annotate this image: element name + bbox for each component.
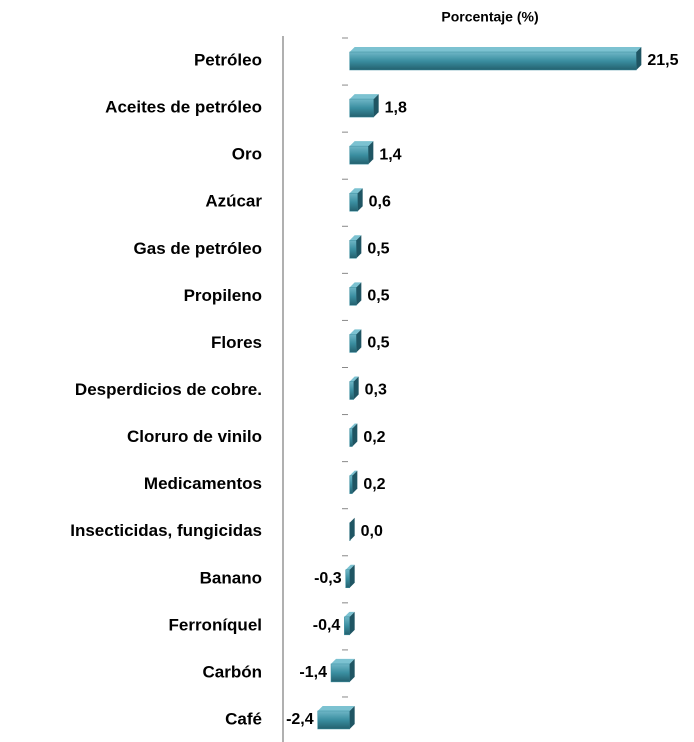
bar-side — [349, 517, 355, 541]
chart-title: Porcentaje (%) — [441, 9, 538, 25]
bar — [349, 192, 358, 212]
bar-top — [349, 235, 362, 241]
value-label: 0,5 — [367, 288, 389, 305]
y-tick-label: Aceites de petróleo — [105, 98, 262, 117]
value-label: 21,5 — [647, 52, 678, 69]
bar-side — [349, 705, 355, 729]
value-label: 0,5 — [367, 335, 389, 352]
bar — [349, 287, 357, 306]
bar — [349, 381, 354, 400]
bar-side — [356, 329, 362, 353]
bar-top — [344, 611, 355, 617]
bar-top — [349, 329, 362, 335]
bar — [349, 240, 357, 259]
bar-side — [356, 282, 362, 306]
bar-top — [349, 141, 374, 147]
bar — [349, 475, 353, 494]
y-tick-label: Medicamentos — [144, 474, 262, 493]
bar-top — [349, 423, 358, 429]
value-label: -0,4 — [313, 617, 341, 634]
bar-top — [349, 282, 362, 288]
bar-side — [349, 611, 355, 635]
bar-side — [356, 235, 362, 259]
bar-top — [349, 376, 359, 382]
bar-top — [349, 94, 379, 100]
bar-side — [368, 141, 374, 165]
bar — [349, 334, 357, 353]
bar-side — [636, 47, 642, 70]
bar — [349, 145, 369, 165]
y-tick-label: Propileno — [184, 286, 262, 305]
value-label: 0,0 — [361, 523, 383, 540]
y-tick-label: Café — [225, 709, 262, 728]
bar-side — [357, 188, 363, 212]
bar — [349, 428, 353, 447]
bar-top — [345, 564, 355, 570]
bar-side — [349, 658, 355, 682]
bar-top — [349, 47, 642, 52]
bar-side — [349, 564, 355, 588]
value-label: -2,4 — [286, 711, 314, 728]
bar-side — [373, 94, 379, 118]
y-tick-label: Oro — [232, 145, 262, 164]
value-label: 0,2 — [363, 429, 385, 446]
bar — [349, 98, 374, 118]
y-tick-label: Flores — [211, 333, 262, 352]
value-label: -0,3 — [314, 570, 342, 587]
value-label: -1,4 — [299, 664, 327, 681]
bar — [349, 51, 637, 71]
bar-top — [349, 188, 363, 194]
bar-side — [352, 470, 358, 494]
value-label: 1,8 — [385, 99, 407, 116]
y-tick-label: Azúcar — [205, 192, 262, 211]
y-tick-label: Gas de petróleo — [134, 239, 262, 258]
bar — [317, 710, 350, 730]
bar-side — [353, 376, 359, 400]
value-label: 1,4 — [379, 146, 401, 163]
y-tick-label: Desperdicios de cobre. — [75, 380, 262, 399]
y-tick-label: Ferroníquel — [168, 615, 262, 634]
y-tick-label: Petróleo — [194, 50, 262, 69]
value-label: 0,2 — [363, 476, 385, 493]
bar-top — [349, 470, 358, 476]
value-label: 0,5 — [367, 240, 389, 257]
bar-side — [352, 423, 358, 447]
bar-top — [317, 705, 355, 711]
bar-top — [331, 658, 355, 664]
bar — [344, 616, 350, 636]
y-tick-label: Banano — [200, 568, 262, 587]
bar — [330, 663, 350, 683]
y-tick-label: Insecticidas, fungicidas — [70, 521, 262, 540]
value-label: 0,6 — [369, 193, 391, 210]
y-tick-label: Cloruro de vinilo — [127, 427, 262, 446]
y-tick-label: Carbón — [203, 662, 263, 681]
bar — [345, 569, 350, 589]
value-label: 0,3 — [365, 382, 387, 399]
